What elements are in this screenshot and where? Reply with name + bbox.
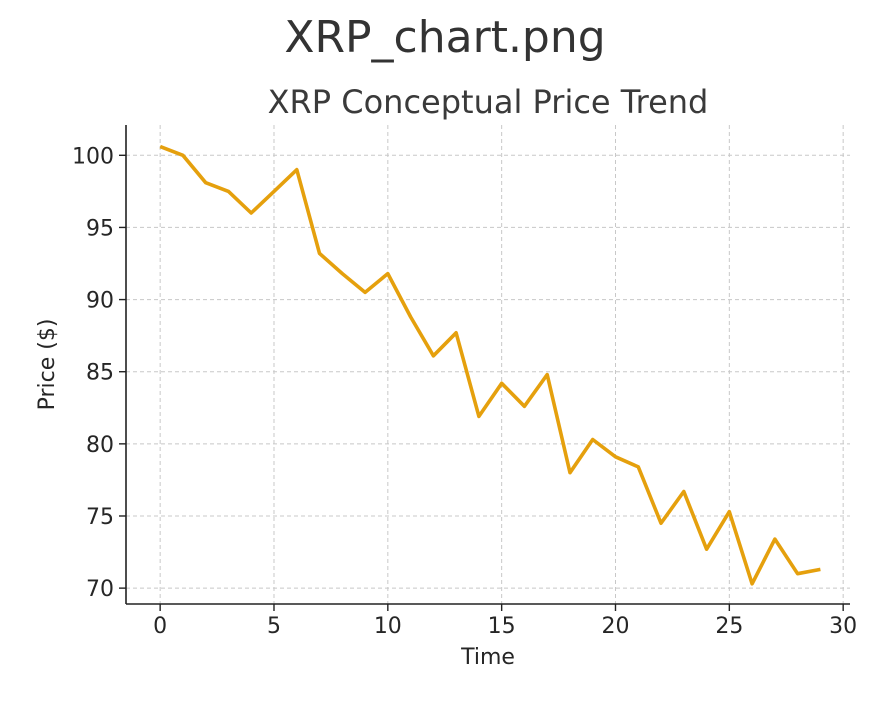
y-tick-label: 90	[86, 289, 114, 314]
y-tick-label: 95	[86, 216, 114, 241]
series-line	[159, 144, 821, 586]
y-tick-label: 80	[86, 433, 114, 458]
y-axis-label: Price ($)	[35, 319, 60, 411]
chart-title: XRP Conceptual Price Trend	[268, 83, 709, 121]
y-ticks: 70 75 80 85 90 95 100	[72, 144, 126, 602]
x-ticks: 0 5 10 15 20 25 30	[153, 604, 857, 639]
file-title: XRP_chart.png	[284, 12, 606, 63]
y-tick-label: 70	[86, 577, 114, 602]
x-tick-label: 30	[829, 614, 857, 639]
x-tick-label: 0	[153, 614, 167, 639]
y-tick-label: 75	[86, 505, 114, 530]
y-tick-label: 100	[72, 144, 114, 169]
x-tick-label: 25	[715, 614, 743, 639]
x-tick-label: 5	[267, 614, 281, 639]
x-tick-label: 15	[488, 614, 516, 639]
x-axis-label: Time	[460, 645, 515, 670]
series-layer	[159, 144, 821, 586]
x-tick-label: 20	[601, 614, 629, 639]
y-tick-label: 85	[86, 361, 114, 386]
x-tick-label: 10	[374, 614, 402, 639]
